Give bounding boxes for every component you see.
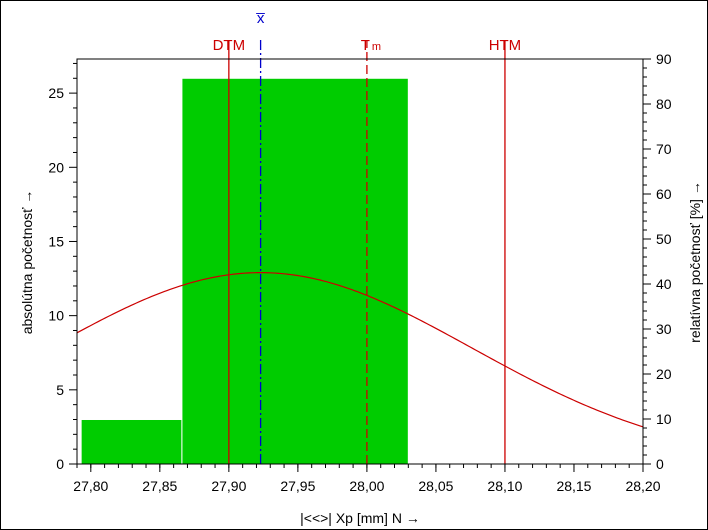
y-left-tick-label: 10 — [48, 308, 64, 324]
x-tick-label: 27,95 — [280, 478, 315, 494]
x-tick-label: 28,10 — [487, 478, 522, 494]
histogram-bar-1 — [181, 77, 409, 465]
x-tick-label: 27,80 — [73, 478, 108, 494]
y-right-tick-label: 20 — [656, 366, 672, 382]
plot-frame — [76, 58, 644, 465]
x-tick-label: 28,15 — [556, 478, 591, 494]
y-axis-left-title: absolútna početnosť → — [19, 190, 35, 335]
y-left-tick-label: 25 — [48, 85, 64, 101]
y-left-tick-label: 5 — [56, 382, 64, 398]
normal-distribution-curve — [76, 272, 644, 428]
marker-label-mean: x̅ — [256, 10, 266, 27]
y-right-tick-label: 60 — [656, 186, 672, 202]
x-tick-label: 27,90 — [211, 478, 246, 494]
marker-label-htm: HTM — [489, 37, 522, 54]
y-right-tick-label: 70 — [656, 141, 672, 157]
y-left-tick-label: 0 — [56, 456, 64, 472]
y-right-tick-label: 10 — [656, 411, 672, 427]
y-right-tick-label: 0 — [656, 456, 664, 472]
x-tick-label: 28,05 — [418, 478, 453, 494]
histogram-bar-0 — [80, 418, 183, 465]
x-axis-title: |<<>| Xp [mm] N → — [300, 510, 420, 526]
y-left-tick-label: 15 — [48, 233, 64, 249]
y-right-tick-label: 80 — [656, 96, 672, 112]
x-tick-label: 27,85 — [142, 478, 177, 494]
y-left-tick-label: 20 — [48, 159, 64, 175]
y-right-tick-label: 40 — [656, 276, 672, 292]
x-tick-label: 28,20 — [625, 478, 660, 494]
y-right-tick-label: 30 — [656, 321, 672, 337]
y-right-tick-label: 50 — [656, 231, 672, 247]
marker-label-dtm: DTM — [213, 37, 246, 54]
y-axis-right-title: relatívna početnosť [%] → — [687, 181, 703, 343]
y-right-tick-label: 90 — [656, 51, 672, 67]
x-tick-label: 28,00 — [349, 478, 384, 494]
